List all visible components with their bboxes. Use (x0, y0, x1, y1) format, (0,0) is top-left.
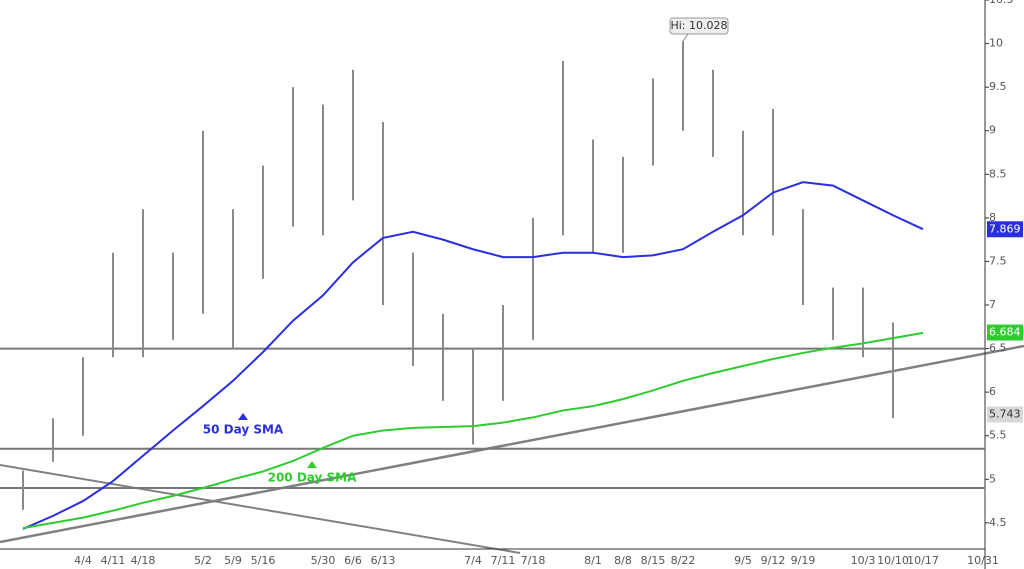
x-tick-label: 7/4 (464, 554, 482, 567)
sma-annotation: 50 Day SMA (203, 423, 284, 437)
y-tick-label: 6 (989, 385, 996, 398)
x-tick-label: 8/22 (671, 554, 696, 567)
y-tick-label: 8 (989, 211, 996, 224)
x-tick-label: 6/6 (344, 554, 362, 567)
sma-annotation: 200 Day SMA (268, 471, 358, 485)
last-value-label: 7.869 (989, 222, 1021, 235)
sma-marker (238, 413, 248, 420)
x-tick-label: 8/1 (584, 554, 602, 567)
y-tick-label: 7 (989, 298, 996, 311)
last-value-label: 6.684 (989, 326, 1021, 339)
x-tick-label: 9/5 (734, 554, 752, 567)
y-tick-label: 4.5 (989, 516, 1007, 529)
x-tick-label: 4/4 (74, 554, 92, 567)
y-tick-label: 8.5 (989, 167, 1007, 180)
x-tick-label: 5/30 (311, 554, 336, 567)
trend-line (0, 344, 1024, 544)
last-value-box (987, 324, 1023, 341)
sma-marker (307, 461, 317, 468)
x-tick-label: 4/18 (131, 554, 156, 567)
hi-connector (682, 33, 689, 42)
hi-label: Hi: 10.028 (670, 19, 727, 32)
y-tick-label: 6.5 (989, 342, 1007, 355)
sma-line (22, 181, 924, 530)
y-tick-label: 10 (989, 37, 1003, 50)
last-value-box (987, 406, 1023, 423)
x-tick-label: 10/3 (851, 554, 876, 567)
x-tick-label: 5/2 (194, 554, 212, 567)
x-tick-label: 10/10 (877, 554, 909, 567)
y-tick-label: 9 (989, 124, 996, 137)
x-tick-label: 8/15 (641, 554, 666, 567)
x-tick-label: 9/12 (761, 554, 786, 567)
y-tick-label: 5.5 (989, 429, 1007, 442)
y-tick-label: 5 (989, 472, 996, 485)
y-tick-label: 10.5 (989, 0, 1014, 6)
sma-line (22, 331, 924, 530)
x-tick-label: 4/11 (101, 554, 126, 567)
trend-line (0, 464, 521, 554)
hi-box (669, 17, 729, 35)
last-value-box (987, 221, 1023, 238)
x-tick-label: 5/16 (251, 554, 276, 567)
y-tick-label: 7.5 (989, 254, 1007, 267)
x-tick-label: 7/11 (491, 554, 516, 567)
x-tick-label: 7/18 (521, 554, 546, 567)
x-tick-label: 6/13 (371, 554, 396, 567)
last-value-label: 5.743 (989, 408, 1021, 421)
x-tick-label: 5/9 (224, 554, 242, 567)
x-tick-label: 8/8 (614, 554, 632, 567)
y-tick-label: 9.5 (989, 80, 1007, 93)
x-tick-label: 9/19 (791, 554, 816, 567)
x-tick-label: 10/31 (967, 554, 999, 567)
x-tick-label: 10/17 (907, 554, 939, 567)
